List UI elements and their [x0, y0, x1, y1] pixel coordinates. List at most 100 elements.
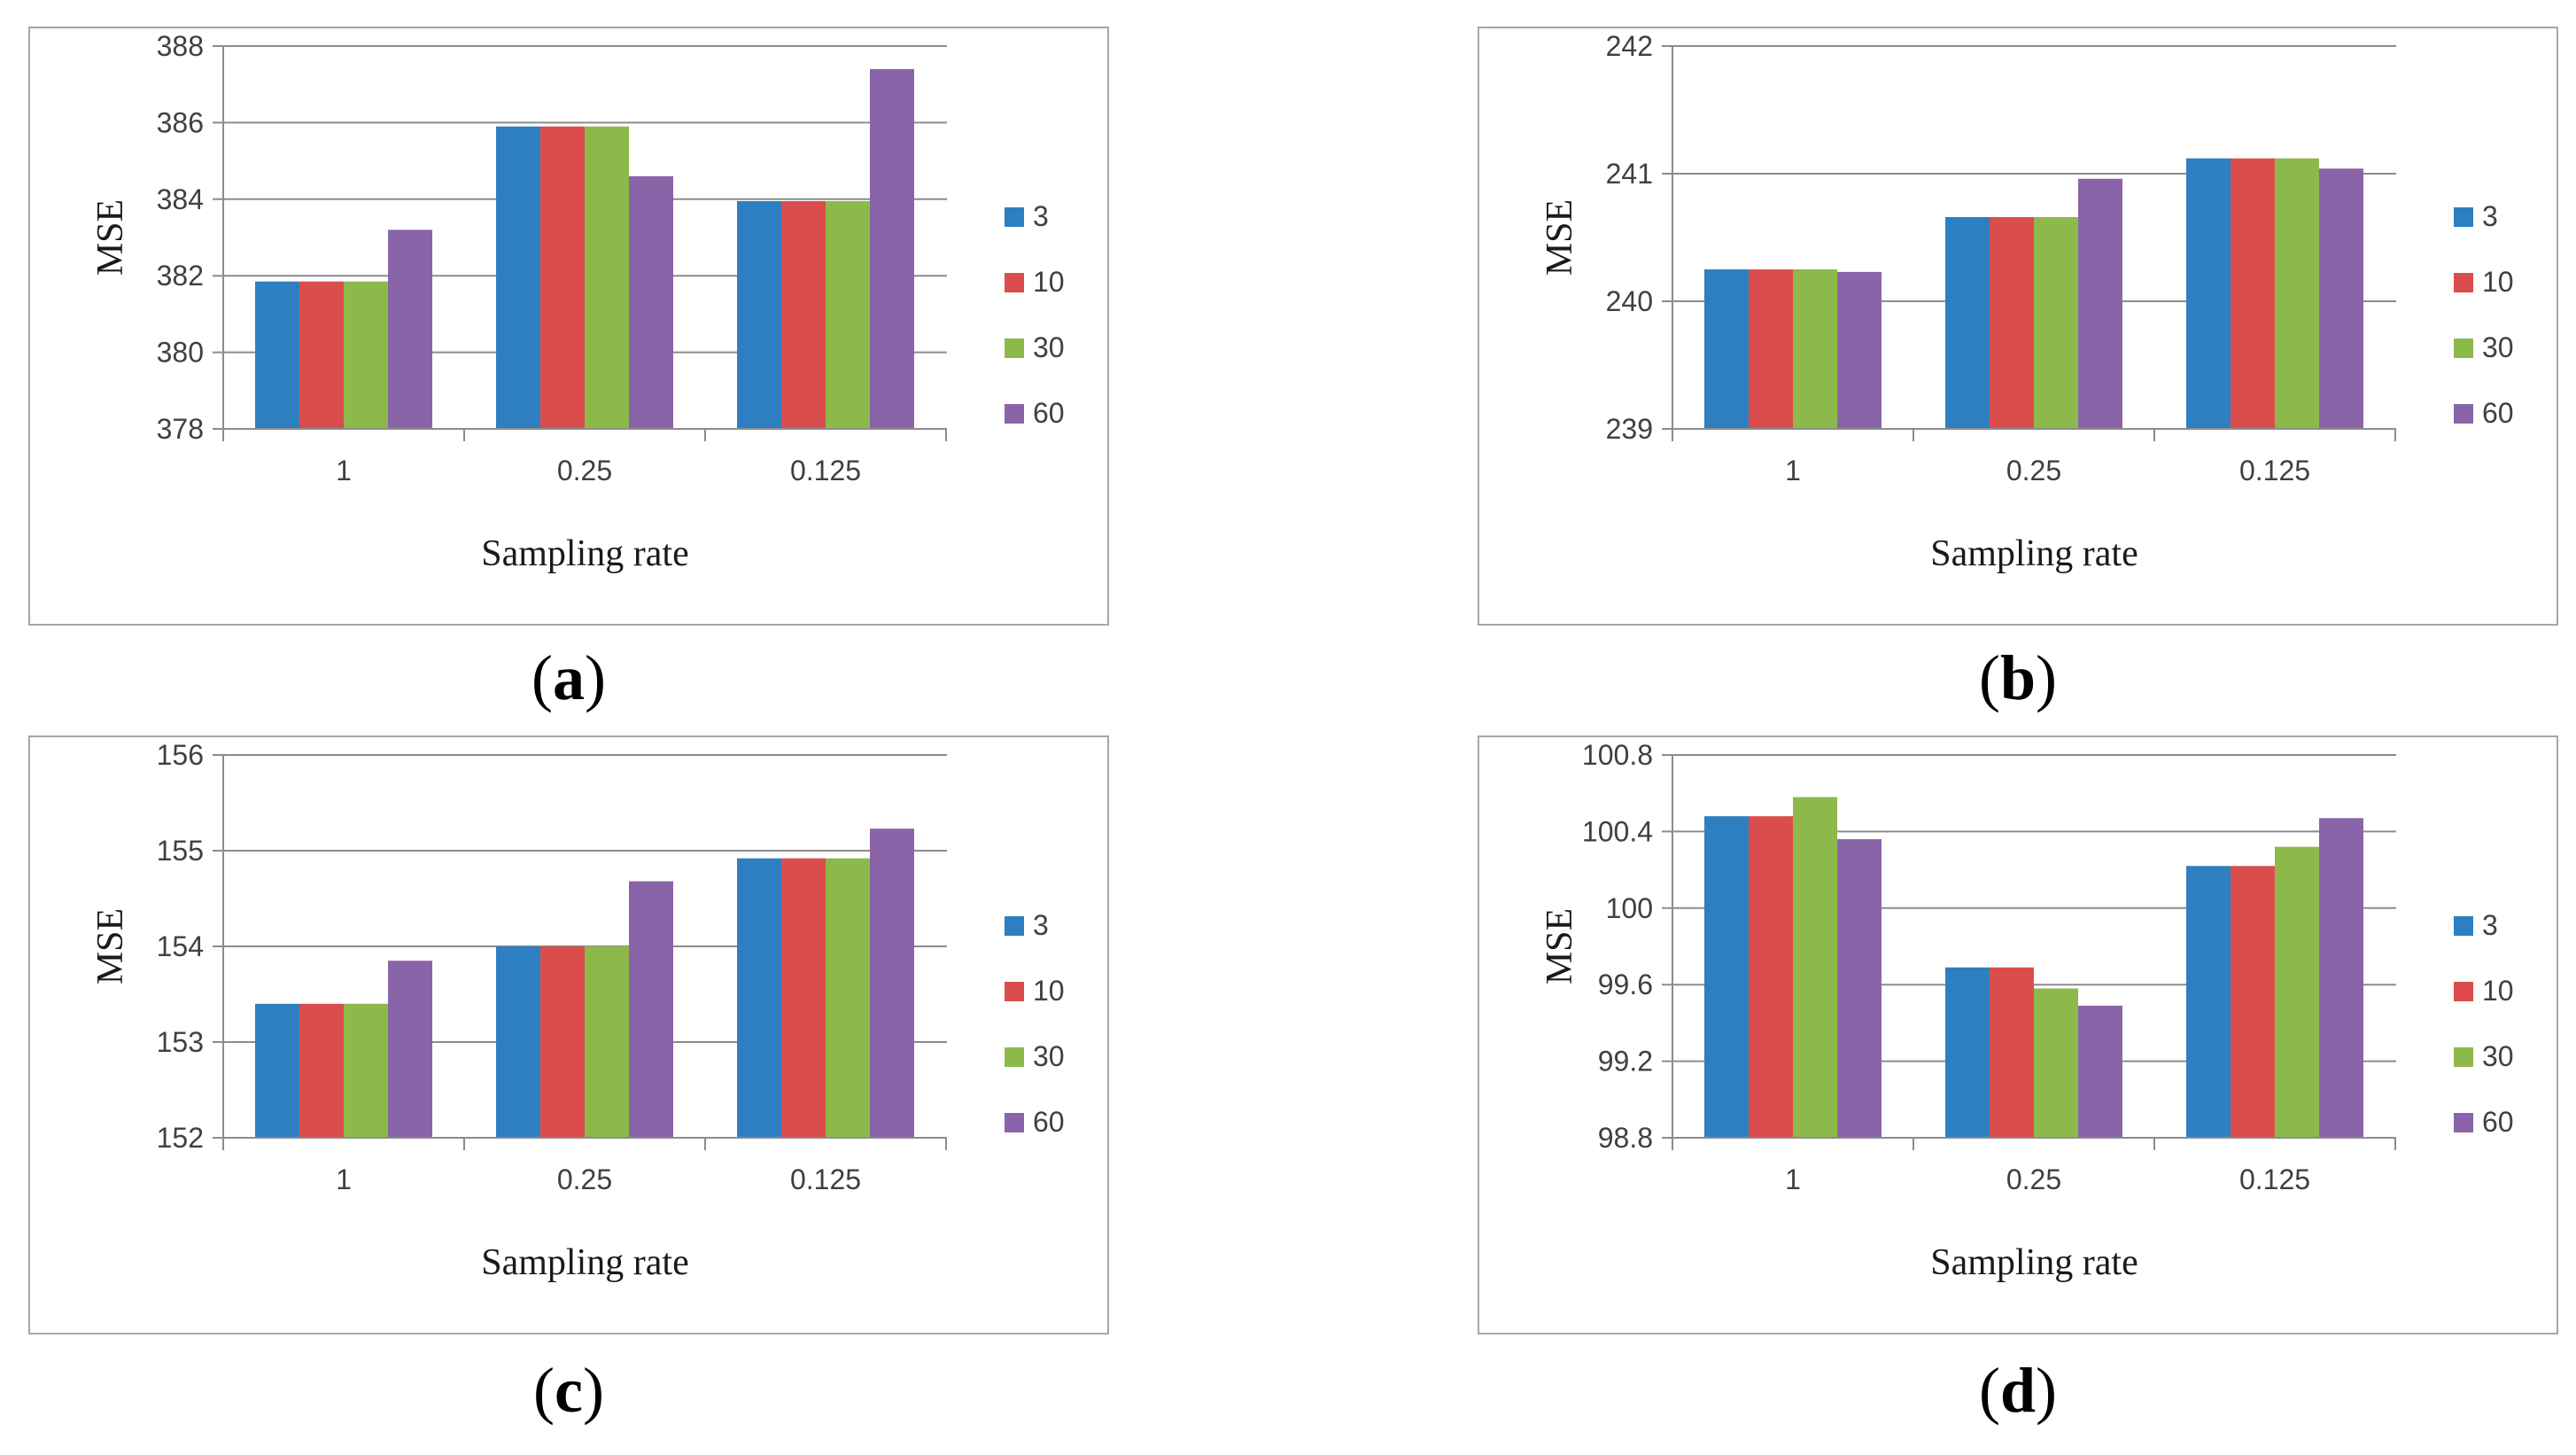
chart-svg: 98.8 99.2 99.6 100 100.4 100.8 1 0.25 0.125 Sampl…	[1540, 739, 2514, 1283]
chart-panel-d: 98.8 99.2 99.6 100 100.4 100.8 1 0.25 0.125 Sampl…	[1478, 735, 2558, 1334]
legend-label: 3	[1033, 909, 1049, 941]
legend-label: 60	[1033, 1106, 1065, 1138]
bar	[870, 829, 914, 1138]
x-tick-label: 0.125	[790, 1163, 861, 1195]
legend-label: 60	[1033, 397, 1065, 429]
legend-label: 30	[2482, 331, 2514, 363]
caption-c: (c)	[533, 1355, 604, 1426]
x-axis-title: Sampling rate	[481, 533, 688, 574]
legend-label: 10	[2482, 975, 2514, 1007]
y-tick-label: 154	[157, 930, 204, 962]
chart-panel-c: 152 153 154 155 156 1 0.25 0.125 Sampling rate MS…	[28, 735, 1109, 1334]
x-tick-label: 1	[1785, 1163, 1801, 1195]
chart-panel-a: 378 380 382 384 386 388 1 0.25 0.125 Sampling rat…	[28, 27, 1109, 626]
legend-label: 60	[2482, 397, 2514, 429]
legend-swatch	[1005, 982, 1024, 1001]
bar	[629, 175, 673, 429]
bar	[540, 946, 585, 1138]
legend-label: 10	[1033, 975, 1065, 1007]
bar	[2319, 168, 2363, 430]
y-tick-label: 155	[157, 835, 204, 867]
bar	[2231, 158, 2275, 429]
y-axis-title: MSE	[90, 908, 131, 984]
y-tick-label: 152	[157, 1122, 204, 1154]
y-tick-label: 99.6	[1598, 969, 1653, 1000]
bar	[826, 200, 870, 429]
legend-swatch	[2454, 404, 2473, 424]
chart-svg: 378 380 382 384 386 388 1 0.25 0.125 Sampling rat…	[90, 30, 1065, 574]
bar	[344, 281, 388, 429]
legend-swatch	[2454, 1047, 2473, 1067]
legend-label: 30	[1033, 1040, 1065, 1072]
bar	[585, 946, 629, 1138]
bar	[1793, 269, 1837, 429]
caption-b: (b)	[1978, 642, 2057, 713]
bar	[2231, 866, 2275, 1138]
x-tick-label: 1	[336, 455, 352, 486]
bar	[388, 961, 432, 1138]
bar	[2275, 158, 2319, 429]
bar	[496, 946, 540, 1138]
legend-swatch	[1005, 404, 1024, 424]
bar	[629, 881, 673, 1138]
bar	[1749, 816, 1793, 1138]
chart-panel-b: 239 240 241 242 1 0.25 0.125 Sampling rate MSE 3 1…	[1478, 27, 2558, 626]
x-tick-label: 0.25	[2006, 1163, 2061, 1195]
legend-swatch	[1005, 1113, 1024, 1132]
legend-label: 30	[1033, 331, 1065, 363]
y-tick-label: 100.8	[1582, 739, 1653, 771]
x-tick-label: 1	[336, 1163, 352, 1195]
y-tick-label: 100	[1606, 892, 1653, 924]
y-tick-label: 388	[157, 30, 204, 62]
bar	[344, 1003, 388, 1138]
bar	[737, 200, 781, 429]
legend-swatch	[1005, 916, 1024, 936]
caption-d: (d)	[1978, 1355, 2057, 1426]
x-axis-title: Sampling rate	[481, 1242, 688, 1283]
legend-swatch	[1005, 1047, 1024, 1067]
y-tick-label: 384	[157, 183, 204, 215]
legend-label: 30	[2482, 1040, 2514, 1072]
bar	[1704, 816, 1749, 1138]
y-tick-label: 100.4	[1582, 815, 1653, 847]
y-tick-label: 241	[1606, 158, 1653, 190]
bar	[540, 126, 585, 429]
y-tick-label: 386	[157, 106, 204, 138]
legend-label: 3	[1033, 200, 1049, 232]
bar	[1945, 216, 1990, 429]
bar	[1793, 797, 1837, 1138]
y-tick-label: 378	[157, 413, 204, 445]
bar	[1945, 967, 1990, 1138]
y-axis-title: MSE	[1540, 908, 1580, 984]
bar	[826, 858, 870, 1138]
bar	[1837, 271, 1882, 429]
x-tick-label: 0.25	[2006, 455, 2061, 486]
chart-svg: 152 153 154 155 156 1 0.25 0.125 Sampling rate MS…	[90, 739, 1065, 1283]
y-tick-label: 239	[1606, 413, 1653, 445]
y-tick-label: 153	[157, 1026, 204, 1058]
bar	[299, 281, 344, 429]
bar	[2319, 818, 2363, 1138]
bar	[2275, 846, 2319, 1138]
x-tick-label: 0.125	[790, 455, 861, 486]
y-axis-title: MSE	[1540, 199, 1580, 276]
legend-label: 10	[1033, 266, 1065, 298]
bar	[2186, 866, 2231, 1138]
legend-label: 3	[2482, 909, 2498, 941]
bar	[1990, 967, 2034, 1138]
bar	[2186, 158, 2231, 429]
bar	[2078, 1005, 2122, 1138]
bar	[1837, 839, 1882, 1138]
x-tick-label: 0.125	[2239, 1163, 2310, 1195]
legend-swatch	[2454, 1113, 2473, 1132]
bar	[2034, 216, 2078, 429]
legend-label: 10	[2482, 266, 2514, 298]
legend-swatch	[1005, 207, 1024, 227]
bar	[1704, 269, 1749, 429]
legend-swatch	[1005, 273, 1024, 292]
bar	[255, 281, 299, 429]
bar	[737, 858, 781, 1138]
y-axis-title: MSE	[90, 199, 131, 276]
legend-label: 3	[2482, 200, 2498, 232]
y-tick-label: 242	[1606, 30, 1653, 62]
